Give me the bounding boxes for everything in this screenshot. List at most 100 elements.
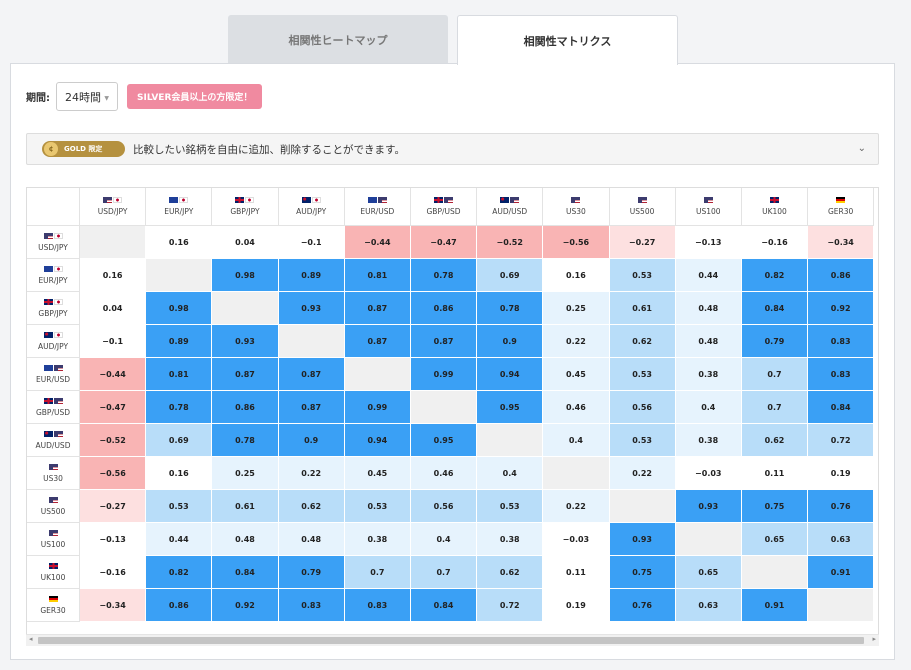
tab-bar: 相関性ヒートマップ 相関性マトリクス xyxy=(228,15,678,65)
correlation-cell: −0.56 xyxy=(80,457,147,490)
tab-matrix[interactable]: 相関性マトリクス xyxy=(457,15,678,65)
column-header-label: USD/JPY xyxy=(97,207,128,216)
column-header[interactable]: EUR/USD xyxy=(344,188,411,226)
flag-icons xyxy=(48,595,58,602)
row-header[interactable]: EUR/USD xyxy=(27,358,80,391)
correlation-cell: 0.86 xyxy=(146,589,213,622)
correlation-cell: 0.79 xyxy=(278,556,345,589)
row-header[interactable]: GBP/USD xyxy=(27,391,80,424)
column-header-label: AUD/JPY xyxy=(296,207,327,216)
correlation-cell: 0.86 xyxy=(410,292,478,325)
correlation-cell: −0.56 xyxy=(543,226,610,259)
row-header[interactable]: AUD/USD xyxy=(27,424,80,457)
flag-icons xyxy=(301,197,321,203)
correlation-cell: 0.44 xyxy=(146,523,213,556)
column-header[interactable]: GBP/USD xyxy=(410,188,478,226)
row-header[interactable]: GER30 xyxy=(27,589,80,622)
jp-flag-icon xyxy=(179,197,189,203)
correlation-cell: 0.53 xyxy=(477,490,544,523)
chevron-down-icon[interactable]: ⌄ xyxy=(857,143,866,154)
correlation-cell: 0.22 xyxy=(543,325,610,358)
correlation-cell: 0.38 xyxy=(675,358,742,391)
column-header[interactable]: GER30 xyxy=(808,188,875,226)
de-flag-icon xyxy=(48,595,58,602)
correlation-cell: 0.87 xyxy=(278,391,345,424)
column-header[interactable]: UK100 xyxy=(741,188,809,226)
column-header-label: GBP/JPY xyxy=(230,207,260,216)
correlation-cell: 0.4 xyxy=(477,457,544,490)
gold-feature-bar[interactable]: ¢ GOLD 限定 比較したい銘柄を自由に追加、削除することができます。 ⌄ xyxy=(26,133,879,165)
us-flag-icon xyxy=(510,197,520,203)
flag-icons xyxy=(235,197,255,203)
column-header-label: UK100 xyxy=(762,207,787,216)
correlation-cell: 0.16 xyxy=(146,457,213,490)
de-flag-icon xyxy=(836,197,846,203)
correlation-cell: −0.16 xyxy=(80,556,147,589)
row-header[interactable]: US30 xyxy=(27,457,80,490)
correlation-cell: 0.19 xyxy=(543,589,610,622)
correlation-cell: 0.76 xyxy=(808,490,875,523)
correlation-cell: 0.83 xyxy=(808,325,875,358)
diagonal-cell xyxy=(741,556,809,589)
row-header[interactable]: UK100 xyxy=(27,556,80,589)
flag-icons xyxy=(703,197,713,203)
row-header[interactable]: EUR/JPY xyxy=(27,259,80,292)
row-header[interactable]: AUD/JPY xyxy=(27,325,80,358)
correlation-cell: 0.56 xyxy=(609,391,676,424)
column-header[interactable]: US30 xyxy=(543,188,610,226)
tab-heatmap[interactable]: 相関性ヒートマップ xyxy=(228,15,448,64)
us-flag-icon xyxy=(53,364,63,371)
row-header-label: US30 xyxy=(43,473,63,483)
period-select[interactable]: 24時間 ▼ xyxy=(56,82,118,111)
column-header[interactable]: US500 xyxy=(609,188,676,226)
correlation-cell: −0.13 xyxy=(675,226,742,259)
horizontal-scrollbar[interactable]: ◂ ▸ xyxy=(26,634,879,646)
jp-flag-icon xyxy=(113,197,123,203)
column-header-label: GBP/USD xyxy=(426,207,461,216)
correlation-cell: 0.79 xyxy=(741,325,809,358)
flag-icons xyxy=(103,197,123,203)
column-header[interactable]: AUD/USD xyxy=(477,188,544,226)
row-header-label: EUR/USD xyxy=(36,374,70,384)
us-flag-icon xyxy=(103,197,113,203)
correlation-cell: −0.16 xyxy=(741,226,809,259)
correlation-cell: 0.91 xyxy=(741,589,809,622)
flag-icons xyxy=(836,197,846,203)
scroll-thumb[interactable] xyxy=(38,637,864,644)
us-flag-icon xyxy=(53,430,63,437)
scroll-right-icon[interactable]: ▸ xyxy=(872,635,876,643)
row-header-label: UK100 xyxy=(40,572,66,582)
correlation-cell: 0.38 xyxy=(477,523,544,556)
correlation-cell: 0.78 xyxy=(477,292,544,325)
period-control: 期間: 24時間 ▼ SILVER会員以上の方限定！ xyxy=(26,82,263,111)
au-flag-icon xyxy=(500,197,510,203)
diagonal-cell xyxy=(278,325,345,358)
row-header[interactable]: US500 xyxy=(27,490,80,523)
correlation-cell: 0.86 xyxy=(212,391,279,424)
row-header[interactable]: US100 xyxy=(27,523,80,556)
correlation-cell: 0.76 xyxy=(609,589,676,622)
au-flag-icon xyxy=(301,197,311,203)
correlation-cell: 0.62 xyxy=(477,556,544,589)
diagonal-cell xyxy=(410,391,478,424)
correlation-cell: 0.86 xyxy=(808,259,875,292)
row-header[interactable]: USD/JPY xyxy=(27,226,80,259)
flag-icons xyxy=(48,562,58,569)
column-header[interactable]: US100 xyxy=(675,188,742,226)
column-header[interactable]: GBP/JPY xyxy=(212,188,279,226)
correlation-cell: 0.89 xyxy=(278,259,345,292)
flag-icons xyxy=(43,265,63,272)
eu-flag-icon xyxy=(43,265,53,272)
us-flag-icon xyxy=(48,463,58,470)
correlation-cell: 0.94 xyxy=(477,358,544,391)
correlation-cell: 0.82 xyxy=(741,259,809,292)
column-header[interactable]: EUR/JPY xyxy=(146,188,213,226)
correlation-cell: 0.04 xyxy=(212,226,279,259)
us-flag-icon xyxy=(571,197,581,203)
column-header[interactable]: AUD/JPY xyxy=(278,188,345,226)
row-header[interactable]: GBP/JPY xyxy=(27,292,80,325)
scroll-left-icon[interactable]: ◂ xyxy=(29,635,33,643)
correlation-cell: 0.16 xyxy=(80,259,147,292)
correlation-cell: 0.95 xyxy=(410,424,478,457)
column-header[interactable]: USD/JPY xyxy=(80,188,147,226)
